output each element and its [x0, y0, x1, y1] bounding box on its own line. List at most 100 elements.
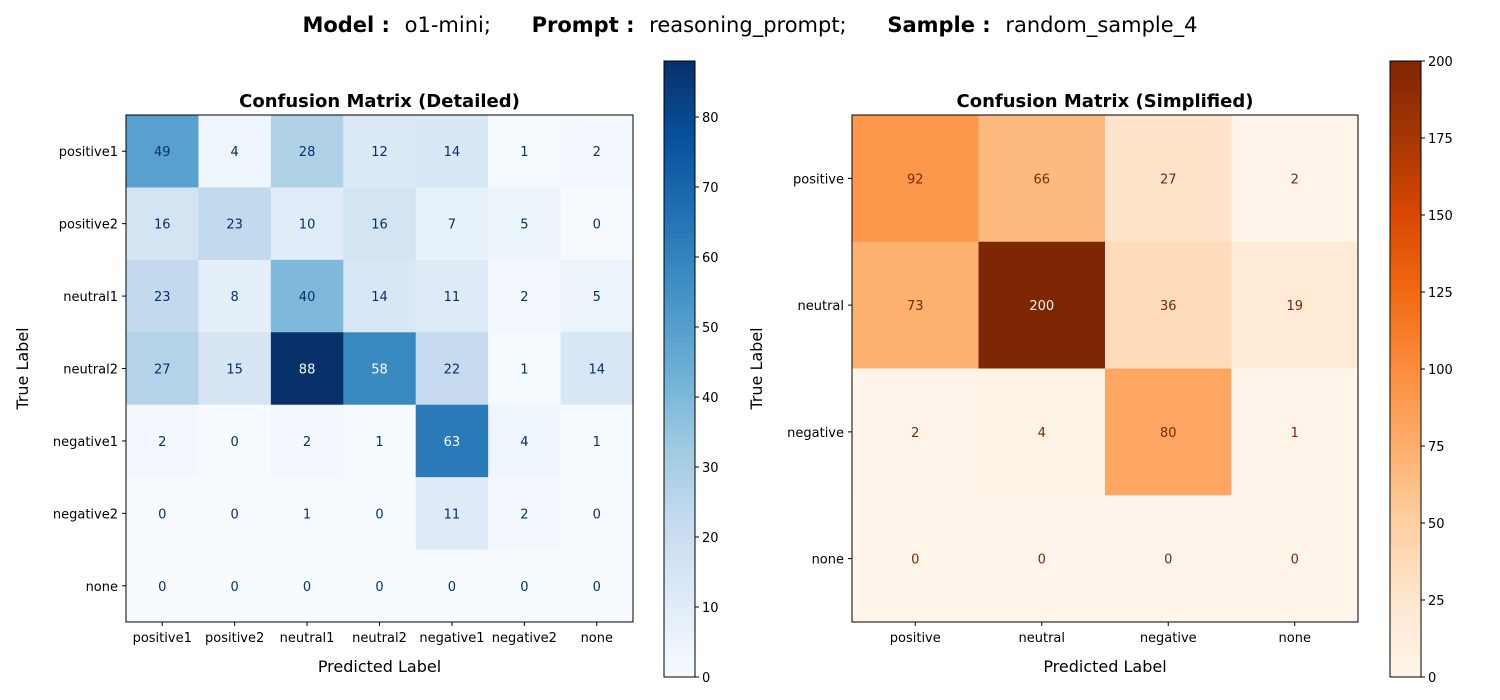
- detailed-cell-value-r6-c5: 0: [520, 580, 528, 595]
- simplified-colorbar-tick-label: 150: [1428, 209, 1453, 224]
- detailed-cell-r4-c4: [415, 404, 489, 478]
- detailed-cell-r3-c5: [488, 332, 562, 406]
- simplified-colorbar-tick-label: 0: [1428, 671, 1436, 686]
- detailed-cell-r0-c0: [126, 115, 199, 188]
- detailed-colorbar-tick-label: 50: [702, 321, 719, 336]
- detailed-cell-r6-c6: [560, 549, 634, 623]
- detailed-y-tick-label: none: [86, 580, 118, 595]
- detailed-cell-r0-c3: [343, 115, 417, 188]
- suptitle-sample-key: Sample :: [887, 13, 990, 37]
- detailed-cell-value-r1-c3: 16: [371, 218, 388, 233]
- simplified-cell-r0-c1: [978, 115, 1106, 243]
- simplified-y-axis-title: True Label: [747, 327, 766, 410]
- detailed-cell-r1-c4: [415, 187, 489, 261]
- detailed-colorbar-tick-label: 10: [702, 601, 719, 616]
- detailed-cell-r4-c5: [488, 404, 562, 478]
- detailed-cell-r0-c5: [488, 115, 562, 188]
- simplified-x-tick-label: none: [1279, 631, 1311, 646]
- simplified-plot-title: Confusion Matrix (Simplified): [957, 91, 1254, 112]
- simplified-x-tick-label: positive: [890, 631, 941, 646]
- detailed-colorbar-tick-label: 40: [702, 391, 719, 406]
- simplified-x-tick-label: neutral: [1019, 631, 1066, 646]
- detailed-cell-value-r3-c5: 1: [520, 363, 528, 378]
- simplified-cell-r3-c2: [1105, 495, 1232, 623]
- detailed-cell-r1-c1: [198, 187, 272, 261]
- detailed-cell-value-r4-c6: 1: [593, 435, 601, 450]
- simplified-confusion-matrix: Confusion Matrix (Simplified)92 66 27 273 20…: [747, 55, 1453, 686]
- detailed-cell-r3-c2: [270, 332, 344, 406]
- detailed-cell-value-r2-c0: 23: [154, 290, 171, 305]
- detailed-x-axis-title: Predicted Label: [318, 657, 441, 676]
- simplified-x-axis-title: Predicted Label: [1043, 657, 1166, 676]
- detailed-cell-value-r5-c2: 1: [303, 507, 311, 522]
- simplified-cell-value-r0-c3: 2: [1291, 172, 1299, 187]
- detailed-cell-value-r1-c2: 10: [299, 218, 316, 233]
- detailed-cell-r5-c2: [270, 477, 344, 551]
- simplified-cell-r1-c2: [1105, 241, 1232, 369]
- simplified-colorbar-tick-label: 175: [1428, 132, 1453, 147]
- detailed-cell-r5-c6: [560, 477, 634, 551]
- detailed-cell-value-r1-c6: 0: [593, 218, 601, 233]
- simplified-cell-value-r0-c1: 66: [1033, 172, 1050, 187]
- detailed-cell-value-r2-c1: 8: [231, 290, 239, 305]
- detailed-cell-value-r1-c4: 7: [448, 218, 456, 233]
- detailed-cell-r3-c4: [415, 332, 489, 406]
- detailed-cell-value-r6-c4: 0: [448, 580, 456, 595]
- detailed-cell-value-r3-c2: 88: [299, 363, 316, 378]
- detailed-cell-value-r3-c3: 58: [371, 363, 388, 378]
- simplified-cell-value-r3-c2: 0: [1164, 553, 1172, 568]
- simplified-cell-value-r0-c2: 27: [1160, 172, 1177, 187]
- simplified-colorbar-tick-label: 200: [1428, 55, 1453, 70]
- detailed-colorbar-frame: [663, 60, 696, 678]
- detailed-cell-value-r6-c6: 0: [593, 580, 601, 595]
- detailed-cell-r5-c3: [343, 477, 417, 551]
- detailed-cell-r0-c1: [198, 115, 272, 188]
- detailed-cell-r6-c2: [270, 549, 344, 623]
- simplified-cell-r0-c2: [1105, 115, 1232, 243]
- detailed-cell-value-r3-c1: 15: [226, 363, 243, 378]
- simplified-cell-value-r3-c0: 0: [911, 553, 919, 568]
- simplified-plot-frame: [851, 114, 1359, 623]
- detailed-cell-r0-c6: [560, 115, 634, 188]
- simplified-y-tick-label: negative: [787, 426, 844, 441]
- detailed-cell-value-r1-c0: 16: [154, 218, 171, 233]
- detailed-cell-value-r6-c2: 0: [303, 580, 311, 595]
- detailed-colorbar-tick-label: 70: [702, 181, 719, 196]
- detailed-cell-r6-c4: [415, 549, 489, 623]
- detailed-x-tick-label: negative1: [419, 631, 484, 646]
- detailed-cell-value-r6-c3: 0: [375, 580, 383, 595]
- detailed-cell-value-r0-c1: 4: [231, 145, 239, 160]
- detailed-cell-value-r3-c0: 27: [154, 363, 171, 378]
- simplified-cell-value-r1-c3: 19: [1286, 299, 1303, 314]
- detailed-cell-r4-c3: [343, 404, 417, 478]
- simplified-cell-r3-c0: [852, 495, 979, 623]
- detailed-cell-value-r0-c0: 49: [154, 145, 171, 160]
- detailed-cell-value-r0-c5: 1: [520, 145, 528, 160]
- detailed-colorbar-tick-label: 0: [702, 671, 710, 686]
- detailed-cell-value-r5-c6: 0: [593, 507, 601, 522]
- simplified-y-tick-label: positive: [793, 172, 844, 187]
- detailed-cell-value-r3-c6: 14: [589, 363, 606, 378]
- simplified-colorbar-tick-label: 125: [1428, 286, 1453, 301]
- detailed-cell-r3-c3: [343, 332, 417, 406]
- detailed-cell-r3-c0: [126, 332, 199, 406]
- detailed-x-tick-label: none: [581, 631, 613, 646]
- simplified-cell-value-r2-c0: 2: [911, 426, 919, 441]
- detailed-x-tick-label: positive2: [205, 631, 264, 646]
- detailed-cell-r4-c2: [270, 404, 344, 478]
- detailed-cell-r1-c5: [488, 187, 562, 261]
- detailed-colorbar-tick-label: 60: [702, 251, 719, 266]
- detailed-y-tick-label: neutral1: [63, 290, 118, 305]
- figure-suptitle: Model : o1-mini; Prompt : reasoning_prom…: [302, 13, 1197, 38]
- detailed-y-tick-label: negative2: [53, 507, 118, 522]
- simplified-cell-r1-c1: [978, 241, 1106, 369]
- simplified-cell-value-r1-c0: 73: [907, 299, 924, 314]
- suptitle-prompt-key: Prompt :: [532, 13, 635, 37]
- simplified-cell-r2-c2: [1105, 368, 1232, 496]
- detailed-y-tick-label: positive1: [59, 145, 118, 160]
- detailed-cell-value-r3-c4: 22: [444, 363, 461, 378]
- detailed-cell-value-r4-c5: 4: [520, 435, 528, 450]
- detailed-cell-value-r1-c1: 23: [226, 218, 243, 233]
- detailed-cell-r4-c1: [198, 404, 272, 478]
- detailed-cell-value-r4-c3: 1: [375, 435, 383, 450]
